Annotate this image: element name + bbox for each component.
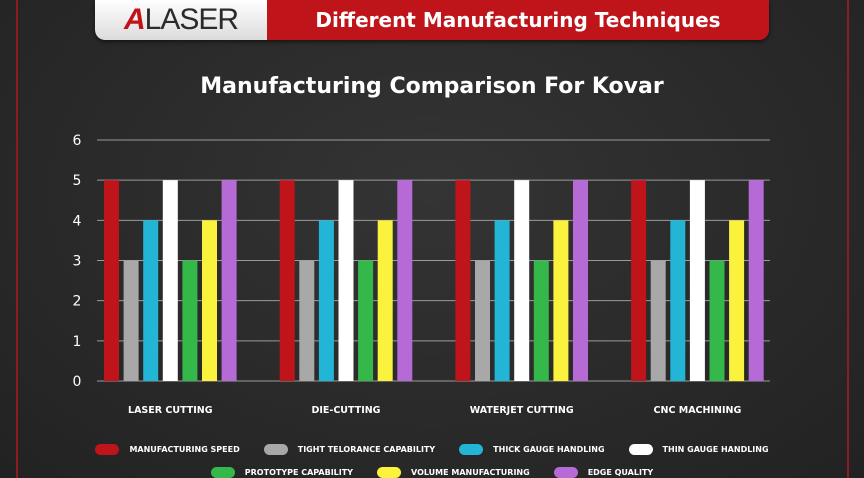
bar bbox=[533, 260, 549, 381]
legend-swatch-icon bbox=[553, 467, 578, 478]
legend-swatch-icon bbox=[263, 444, 288, 455]
bar bbox=[748, 180, 764, 381]
legend-label: VOLUME MANUFACTURING bbox=[411, 468, 530, 477]
bar bbox=[221, 180, 237, 381]
legend-item: THIN GAUGE HANDLING bbox=[628, 444, 769, 455]
bar bbox=[143, 220, 159, 381]
bar bbox=[123, 260, 139, 381]
legend-item: PROTOTYPE CAPABILITY bbox=[210, 467, 354, 478]
bar bbox=[338, 180, 354, 381]
y-tick-label: 1 bbox=[73, 334, 82, 350]
bar bbox=[689, 180, 705, 381]
legend-label: MANUFACTURING SPEED bbox=[129, 445, 240, 454]
bar bbox=[514, 180, 530, 381]
bar bbox=[455, 180, 471, 381]
bar bbox=[397, 180, 413, 381]
logo-text: ALASER bbox=[123, 3, 239, 37]
bar bbox=[182, 260, 198, 381]
legend-label: THIN GAUGE HANDLING bbox=[662, 445, 769, 454]
banner-title: Different Manufacturing Techniques bbox=[267, 0, 769, 40]
legend-swatch-icon bbox=[628, 444, 653, 455]
legend-item: THICK GAUGE HANDLING bbox=[459, 444, 605, 455]
bar bbox=[358, 260, 374, 381]
bar bbox=[709, 260, 725, 381]
legend-item: TIGHT TELORANCE CAPABILITY bbox=[263, 444, 436, 455]
bar bbox=[202, 220, 217, 381]
bar bbox=[573, 180, 588, 381]
legend-label: EDGE QUALITY bbox=[587, 468, 654, 477]
y-tick-label: 0 bbox=[73, 374, 82, 390]
legend-label: THICK GAUGE HANDLING bbox=[493, 445, 605, 454]
legend-row-2: PROTOTYPE CAPABILITY VOLUME MANUFACTURING… bbox=[0, 467, 864, 478]
bar bbox=[279, 180, 295, 381]
legend-swatch-icon bbox=[210, 467, 235, 478]
bar bbox=[631, 180, 647, 381]
y-tick-label: 6 bbox=[73, 133, 82, 149]
bar bbox=[299, 260, 315, 381]
header-banner: ALASER Different Manufacturing Technique… bbox=[95, 0, 769, 40]
frame-line-left bbox=[16, 0, 18, 478]
bar bbox=[475, 260, 490, 381]
bar bbox=[104, 180, 119, 381]
bar bbox=[162, 180, 178, 381]
legend-swatch-icon bbox=[95, 444, 120, 455]
legend-row-1: MANUFACTURING SPEED TIGHT TELORANCE CAPAB… bbox=[0, 444, 864, 455]
logo-wordmark: LASER bbox=[144, 3, 239, 36]
bar bbox=[494, 220, 510, 381]
legend-item: MANUFACTURING SPEED bbox=[95, 444, 240, 455]
bar bbox=[670, 220, 686, 381]
legend-item: VOLUME MANUFACTURING bbox=[377, 467, 530, 478]
legend-label: PROTOTYPE CAPABILITY bbox=[244, 468, 354, 477]
bar bbox=[729, 220, 745, 381]
logo: ALASER bbox=[95, 0, 267, 40]
legend-swatch-icon bbox=[377, 467, 402, 478]
frame-line-right bbox=[847, 0, 849, 478]
y-tick-label: 4 bbox=[73, 213, 82, 229]
bar bbox=[377, 220, 393, 381]
bar bbox=[318, 220, 334, 381]
logo-a-icon: A bbox=[123, 3, 146, 36]
x-tick-label: DIE-CUTTING bbox=[311, 405, 380, 416]
x-tick-label: LASER CUTTING bbox=[128, 405, 213, 416]
legend-item: EDGE QUALITY bbox=[553, 467, 654, 478]
bar bbox=[553, 220, 569, 381]
legend-label: TIGHT TELORANCE CAPABILITY bbox=[297, 445, 436, 454]
y-tick-label: 2 bbox=[73, 294, 82, 310]
bar bbox=[650, 260, 666, 381]
y-tick-label: 3 bbox=[73, 254, 82, 270]
legend-swatch-icon bbox=[459, 444, 484, 455]
x-tick-label: CNC MACHINING bbox=[654, 405, 742, 416]
y-tick-label: 5 bbox=[73, 173, 82, 189]
x-tick-label: WATERJET CUTTING bbox=[470, 405, 574, 416]
chart-title: Manufacturing Comparison For Kovar bbox=[200, 74, 664, 99]
